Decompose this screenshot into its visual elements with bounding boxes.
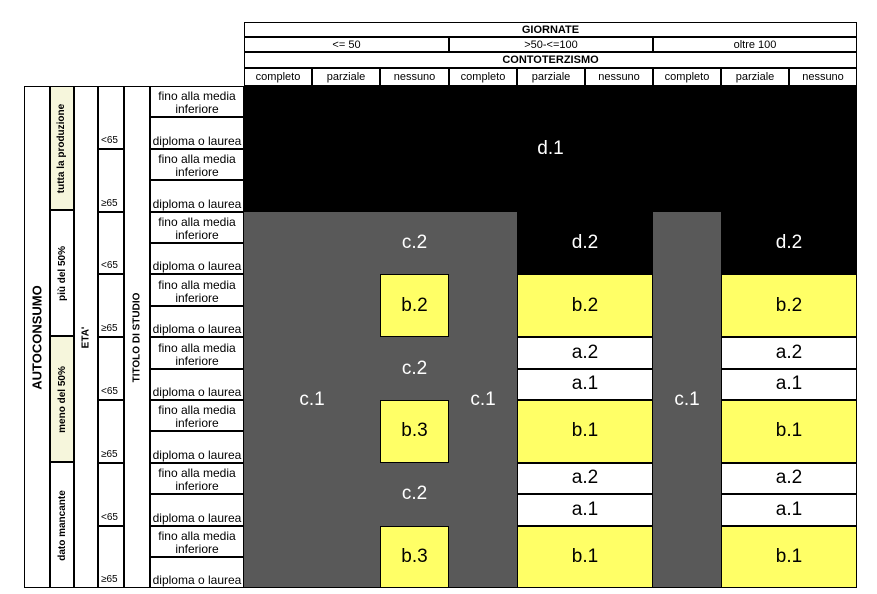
cell-c1-50-100: c.1 (449, 211, 517, 589)
titolo-row-media-inferiore: fino alla media inferiore (150, 337, 244, 369)
cell-b1-50-100: b.1 (517, 525, 653, 589)
cell-d1: d.1 (244, 86, 857, 212)
titolo-row-label: fino alla media inferiore (158, 152, 236, 180)
titolo-row-label: diploma o laurea (152, 510, 242, 525)
group-piu-del-50: più del 50% (50, 210, 74, 336)
age-65-plus: ≥65 (98, 274, 124, 338)
cell-b2-50-100: b.2 (517, 274, 653, 338)
cell-b2: b.2 (380, 274, 449, 338)
cell-a1-50-100: a.1 (517, 494, 653, 526)
age-65-plus: ≥65 (98, 400, 124, 463)
age-under-65: <65 (98, 211, 124, 275)
cell-d2-oltre100: d.2 (721, 211, 857, 275)
titolo-row-label: fino alla media inferiore (158, 528, 236, 556)
cell-b3: b.3 (380, 525, 449, 589)
cell-b3: b.3 (380, 400, 449, 463)
subheader-nessuno: nessuno (789, 68, 857, 86)
subheader-completo: completo (653, 68, 721, 86)
age-under-65: <65 (98, 86, 124, 149)
group-tutta-la-produzione: tutta la produzione (50, 86, 74, 210)
cell-a2-oltre100: a.2 (721, 462, 857, 495)
header-range-oltre100: oltre 100 (653, 37, 857, 52)
subheader-nessuno: nessuno (380, 68, 449, 86)
subheader-completo: completo (244, 68, 312, 86)
titolo-row-diploma-laurea: diploma o laurea (150, 180, 244, 212)
titolo-row-media-inferiore: fino alla media inferiore (150, 274, 244, 306)
titolo-row-media-inferiore: fino alla media inferiore (150, 86, 244, 118)
titolo-row-diploma-laurea: diploma o laurea (150, 494, 244, 526)
cell-a1-50-100: a.1 (517, 368, 653, 400)
titolo-row-label: diploma o laurea (152, 259, 242, 274)
cell-a2-50-100: a.2 (517, 337, 653, 369)
cell-b2-oltre100: b.2 (721, 274, 857, 338)
age-65-plus: ≥65 (98, 148, 124, 212)
subheader-parziale: parziale (721, 68, 789, 86)
group-dato-mancante: dato mancante (50, 462, 74, 588)
subheader-parziale: parziale (312, 68, 380, 86)
age-under-65: <65 (98, 337, 124, 400)
titolo-row-diploma-laurea: diploma o laurea (150, 305, 244, 338)
subheader-parziale: parziale (517, 68, 585, 86)
header-giornate: GIORNATE (244, 22, 857, 37)
age-under-65: <65 (98, 462, 124, 526)
titolo-row-media-inferiore: fino alla media inferiore (150, 525, 244, 557)
titolo-row-media-inferiore: fino alla media inferiore (150, 400, 244, 432)
eta-label: ETA' (74, 86, 98, 588)
titolo-row-label: diploma o laurea (152, 322, 242, 337)
titolo-row-diploma-laurea: diploma o laurea (150, 243, 244, 275)
titolo-row-label: fino alla media inferiore (158, 403, 236, 431)
titolo-row-label: fino alla media inferiore (158, 340, 236, 368)
cell-a2-oltre100: a.2 (721, 337, 857, 369)
cell-b1-oltre100: b.1 (721, 400, 857, 463)
cell-a1-oltre100: a.1 (721, 494, 857, 526)
subheader-nessuno: nessuno (585, 68, 653, 86)
titolo-row-label: diploma o laurea (152, 196, 242, 211)
cell-b1-oltre100: b.1 (721, 525, 857, 589)
titolo-row-media-inferiore: fino alla media inferiore (150, 462, 244, 495)
subheader-completo: completo (449, 68, 517, 86)
cell-c1-le50: c.1 (244, 211, 380, 589)
table-right-border (856, 86, 857, 588)
header-range-50-100: >50-<=100 (449, 37, 653, 52)
titolo-di-studio-label: TITOLO DI STUDIO (124, 86, 150, 588)
cell-d2-50-100: d.2 (517, 211, 653, 275)
titolo-row-diploma-laurea: diploma o laurea (150, 431, 244, 463)
cell-c2: c.2 (380, 211, 449, 275)
titolo-row-label: diploma o laurea (152, 384, 242, 399)
group-meno-del-50: meno del 50% (50, 336, 74, 462)
cell-b1-50-100: b.1 (517, 400, 653, 463)
cell-a1-oltre100: a.1 (721, 368, 857, 400)
titolo-row-diploma-laurea: diploma o laurea (150, 557, 244, 589)
cell-c2: c.2 (380, 462, 449, 526)
header-range-le50: <= 50 (244, 37, 449, 52)
autoconsumo-label: AUTOCONSUMO (24, 86, 50, 588)
cell-a2-50-100: a.2 (517, 462, 653, 495)
titolo-row-label: fino alla media inferiore (158, 466, 236, 494)
cell-c2: c.2 (380, 337, 449, 400)
titolo-row-media-inferiore: fino alla media inferiore (150, 148, 244, 181)
header-contoterzismo: CONTOTERZISMO (244, 52, 857, 68)
titolo-row-diploma-laurea: diploma o laurea (150, 117, 244, 149)
titolo-row-media-inferiore: fino alla media inferiore (150, 211, 244, 243)
titolo-row-label: fino alla media inferiore (158, 277, 236, 305)
titolo-row-label: diploma o laurea (152, 573, 242, 588)
age-65-plus: ≥65 (98, 525, 124, 589)
titolo-row-label: fino alla media inferiore (158, 214, 236, 242)
titolo-row-label: diploma o laurea (152, 133, 242, 148)
titolo-row-label: fino alla media inferiore (158, 89, 236, 117)
titolo-row-diploma-laurea: diploma o laurea (150, 368, 244, 400)
cell-c1-oltre100: c.1 (653, 211, 721, 589)
titolo-row-label: diploma o laurea (152, 447, 242, 462)
table-bottom-border (244, 587, 857, 588)
